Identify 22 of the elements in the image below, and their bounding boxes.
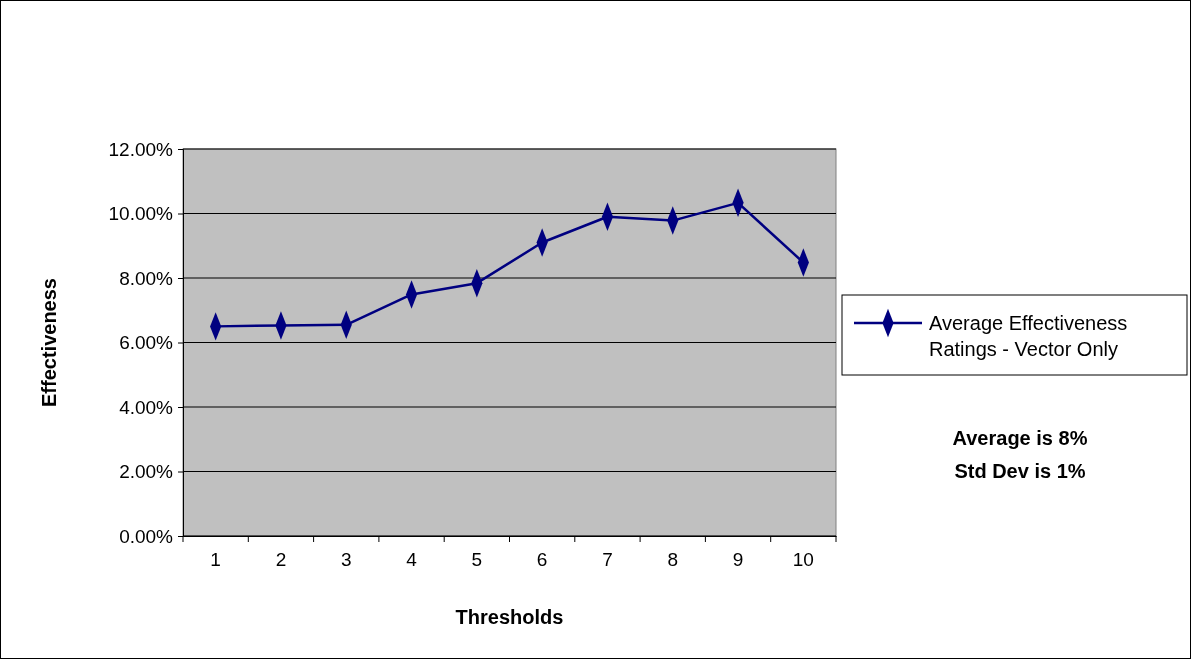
y-tick-label: 2.00%	[119, 461, 174, 483]
x-tick-label: 10	[792, 548, 814, 570]
text: Average is 8%	[952, 427, 1088, 449]
text: Std Dev is 1%	[954, 460, 1086, 482]
x-tick-label: 1	[210, 548, 221, 570]
y-tick-label: 12.00%	[108, 138, 174, 160]
x-tick-label: 2	[275, 548, 287, 570]
x-tick-label: 7	[602, 548, 613, 570]
y-tick-label: 8.00%	[119, 267, 174, 289]
x-tick-label: 8	[667, 548, 679, 570]
y-axis-title: Effectiveness	[38, 278, 60, 407]
x-tick-label: 5	[471, 548, 483, 570]
legend-label: Average Effectiveness Ratings - Vector Only	[929, 312, 1128, 360]
y-tick-label: 6.00%	[119, 332, 174, 354]
x-tick-label: 3	[340, 548, 352, 570]
y-tick-label: 0.00%	[119, 525, 174, 547]
x-tick-label: 4	[406, 548, 418, 570]
x-tick-label: 6	[536, 548, 548, 570]
x-tick-label: 9	[732, 548, 744, 570]
y-tick-label: 4.00%	[119, 396, 174, 418]
y-tick-label: 10.00%	[108, 203, 174, 225]
x-axis-title: Thresholds	[455, 606, 564, 628]
